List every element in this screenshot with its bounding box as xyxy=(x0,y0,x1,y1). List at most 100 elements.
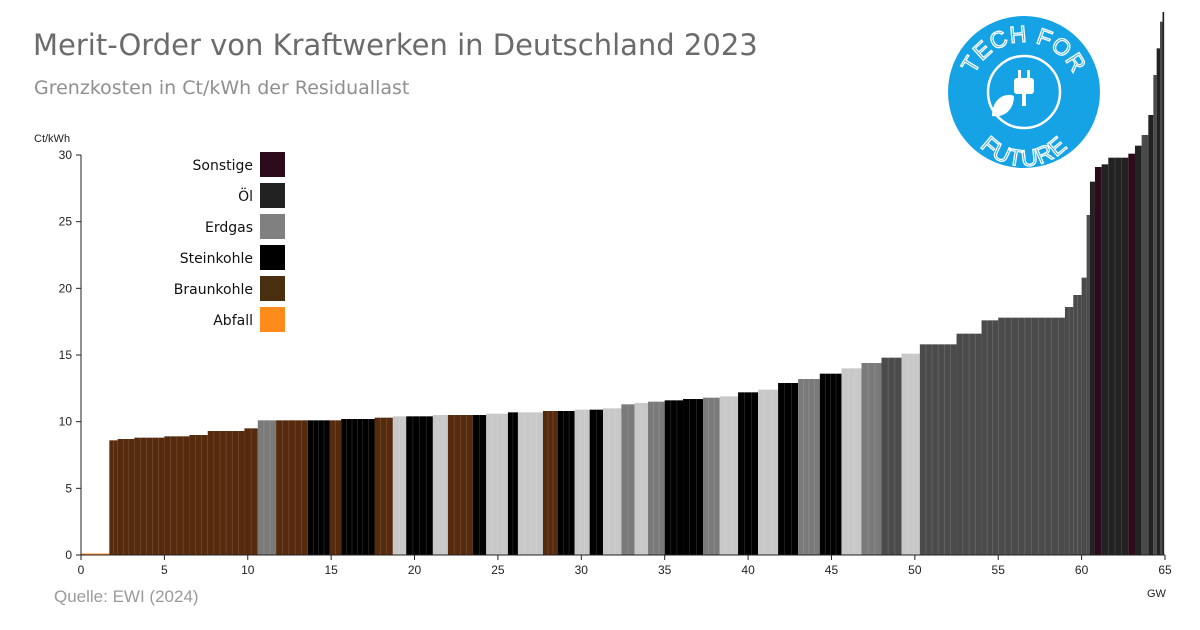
bar-segment xyxy=(1089,181,1095,555)
bar-segment xyxy=(648,401,665,555)
bar-segment xyxy=(1064,307,1074,555)
bar-segment xyxy=(574,409,590,555)
bar-segment xyxy=(1108,157,1129,555)
bar-segment xyxy=(447,415,473,555)
legend-swatch xyxy=(260,214,285,239)
bar-segment xyxy=(602,408,622,555)
legend-swatch xyxy=(260,307,285,332)
x-tick-label: 10 xyxy=(241,563,255,577)
bar-segment xyxy=(881,357,902,555)
bar-segment xyxy=(134,437,165,555)
legend-swatch xyxy=(260,245,285,270)
legend-swatch xyxy=(260,152,285,177)
bar-segment xyxy=(758,389,779,555)
legend-label: Sonstige xyxy=(193,158,254,174)
x-tick-label: 5 xyxy=(161,563,168,577)
x-tick-label: 55 xyxy=(992,563,1006,577)
bar-segment xyxy=(719,396,739,555)
bar-segment xyxy=(276,420,308,555)
bar-segment xyxy=(1073,295,1082,555)
bar-segment xyxy=(621,404,635,555)
x-tick-label: 15 xyxy=(324,563,338,577)
tech-for-future-logo: TECH FOR FUTURE xyxy=(948,16,1100,168)
x-axis-label: GW xyxy=(1147,588,1167,600)
y-tick-label: 15 xyxy=(59,348,73,362)
bar-segment xyxy=(819,373,842,555)
bar-segment xyxy=(1162,12,1165,555)
x-tick-label: 65 xyxy=(1158,563,1172,577)
bar-segment xyxy=(1156,48,1160,555)
bar-segment xyxy=(1128,153,1135,555)
bar-segment xyxy=(1141,135,1149,555)
bar-segment xyxy=(109,440,118,555)
bar-segment xyxy=(683,399,704,555)
bar-segment xyxy=(1101,164,1109,556)
bar-segment xyxy=(1153,75,1157,555)
bar-segment xyxy=(1081,277,1087,555)
x-tick-label: 35 xyxy=(658,563,672,577)
legend-label: Abfall xyxy=(213,313,253,329)
bar-segment xyxy=(164,436,190,555)
bar-segment xyxy=(1086,215,1090,555)
bar-segment xyxy=(901,353,920,555)
chart-subtitle: Grenzkosten in Ct/kWh der Residuallast xyxy=(34,77,410,99)
legend-label: Steinkohle xyxy=(180,251,253,267)
y-tick-label: 0 xyxy=(65,548,72,562)
legend-label: Braunkohle xyxy=(174,282,253,298)
bar-segment xyxy=(589,409,603,555)
y-tick-label: 5 xyxy=(65,481,72,495)
legend-swatch xyxy=(260,183,285,208)
bar-segment xyxy=(362,419,375,555)
y-tick-label: 20 xyxy=(59,281,73,295)
plug-leaf-icon xyxy=(986,54,1062,130)
bar-segment xyxy=(1094,167,1102,555)
chart-title: Merit-Order von Kraftwerken in Deutschla… xyxy=(33,28,758,62)
x-tick-label: 20 xyxy=(408,563,422,577)
x-tick-label: 30 xyxy=(575,563,589,577)
y-axis-label: Ct/kWh xyxy=(34,133,70,145)
bar-segment xyxy=(432,415,448,555)
bar-segment xyxy=(861,363,882,555)
bar-segment xyxy=(507,412,518,555)
axes-group: 0 5 10 15 20 25 30 0 5 10 15 20 25 30 35 40 45 50 55 60 65 Ct… xyxy=(34,133,1172,600)
bar-segment xyxy=(664,400,684,555)
bar-segment xyxy=(207,431,245,555)
bar-segment xyxy=(919,344,957,555)
legend: Sonstige Öl Erdgas Steinkohle Braunkohle Abfa… xyxy=(174,152,285,332)
bar-segment xyxy=(257,420,277,555)
bars-group xyxy=(81,12,1165,556)
bar-segment xyxy=(998,317,1065,555)
legend-swatch xyxy=(260,276,285,301)
bar-segment xyxy=(117,439,135,555)
bar-segment xyxy=(517,412,543,555)
x-tick-label: 60 xyxy=(1075,563,1089,577)
bar-segment xyxy=(703,397,720,555)
bar-segment xyxy=(542,411,558,555)
y-tick-label: 10 xyxy=(59,415,73,429)
bar-segment xyxy=(486,413,508,555)
bar-segment xyxy=(189,435,208,555)
x-tick-label: 0 xyxy=(78,563,85,577)
bar-segment xyxy=(841,368,862,555)
bar-segment xyxy=(406,416,433,555)
bar-segment xyxy=(778,383,799,555)
x-tick-label: 45 xyxy=(825,563,839,577)
legend-label: Erdgas xyxy=(205,220,253,236)
y-tick-label: 30 xyxy=(59,148,73,162)
bar-segment xyxy=(557,411,575,555)
bar-segment xyxy=(244,428,258,555)
bar-segment xyxy=(341,419,363,555)
x-tick-label: 25 xyxy=(491,563,505,577)
bar-segment xyxy=(738,392,759,555)
x-tick-label: 50 xyxy=(908,563,922,577)
bar-segment xyxy=(307,420,330,555)
y-tick-label: 25 xyxy=(59,215,73,229)
bar-segment xyxy=(981,320,999,555)
bar-segment xyxy=(392,416,407,555)
bar-segment xyxy=(81,553,110,555)
bar-segment xyxy=(1148,115,1154,555)
bar-segment xyxy=(956,333,982,555)
legend-label: Öl xyxy=(238,187,253,205)
source-note: Quelle: EWI (2024) xyxy=(54,587,199,606)
